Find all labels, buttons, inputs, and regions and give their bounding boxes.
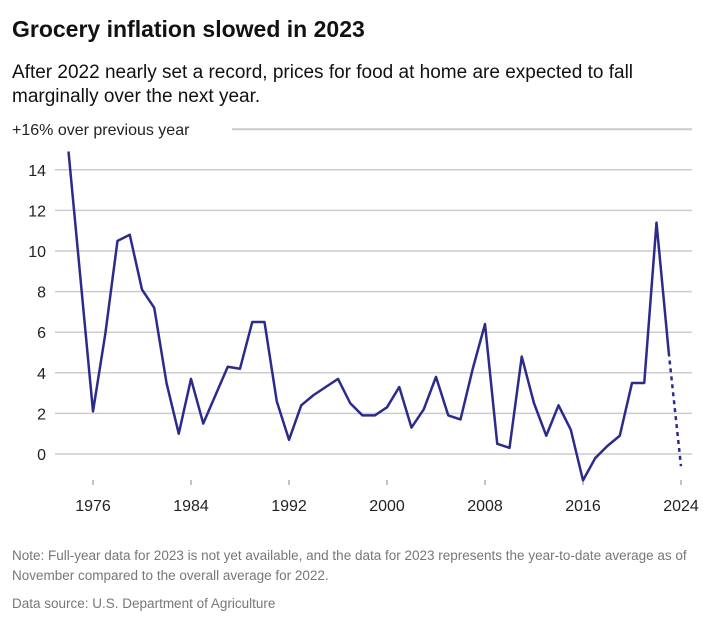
x-tick-label: 2016 bbox=[565, 498, 601, 515]
y-tick-label: 14 bbox=[28, 163, 46, 180]
series-line bbox=[67, 151, 670, 482]
y-axis-top-label: +16% over previous year bbox=[12, 122, 190, 139]
x-tick-label: 1992 bbox=[271, 498, 307, 515]
chart-title: Grocery inflation slowed in 2023 bbox=[12, 16, 365, 42]
y-tick-label: 0 bbox=[37, 447, 46, 464]
chart-subtitle: After 2022 nearly set a record, prices f… bbox=[12, 62, 634, 107]
x-tick-label: 2000 bbox=[369, 498, 405, 515]
x-tick-label: 1976 bbox=[75, 498, 111, 515]
y-tick-label: 8 bbox=[37, 285, 46, 302]
x-tick-label: 2008 bbox=[467, 498, 503, 515]
y-tick-label: 2 bbox=[37, 406, 46, 423]
y-tick-label: 4 bbox=[37, 366, 46, 383]
y-tick-label: 12 bbox=[28, 203, 46, 220]
x-tick-label: 2024 bbox=[663, 498, 699, 515]
forecast-line bbox=[667, 352, 683, 467]
chart-note: Note: Full-year data for 2023 is not yet… bbox=[12, 548, 687, 583]
x-tick-label: 1984 bbox=[173, 498, 209, 515]
data-source: Data source: U.S. Department of Agricult… bbox=[12, 596, 276, 611]
y-tick-label: 6 bbox=[37, 325, 46, 342]
y-tick-label: 10 bbox=[28, 244, 46, 261]
